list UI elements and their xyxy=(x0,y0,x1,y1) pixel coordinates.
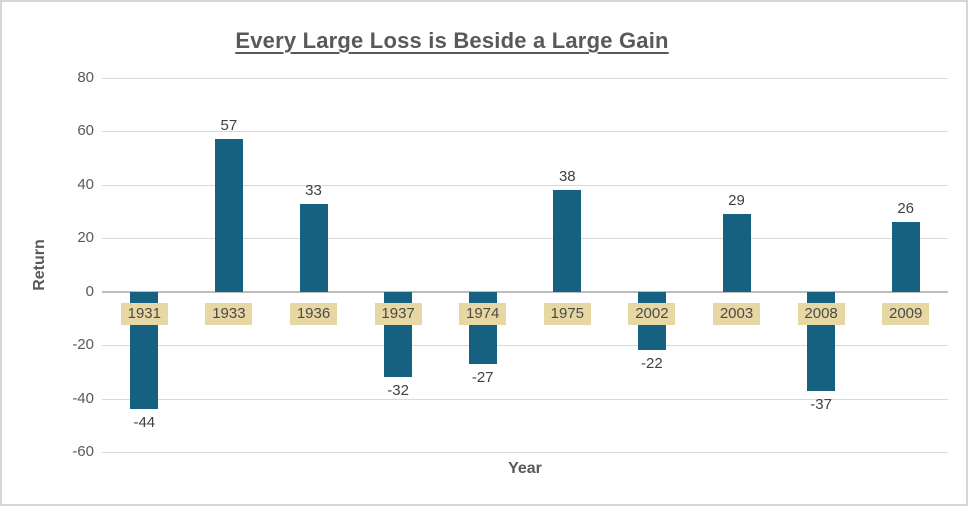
y-tick-label: -60 xyxy=(72,443,94,460)
value-label-1974: -27 xyxy=(471,368,494,386)
category-label-2009: 2009 xyxy=(882,302,930,325)
gridline xyxy=(102,131,948,133)
category-label-2002: 2002 xyxy=(628,302,676,325)
category-label-2008: 2008 xyxy=(797,302,845,325)
value-label-1933: 57 xyxy=(220,117,238,135)
y-tick-label: 0 xyxy=(85,282,94,300)
y-tick-label: 80 xyxy=(77,69,94,86)
value-label-2009: 26 xyxy=(897,200,915,218)
category-label-1975: 1975 xyxy=(543,302,591,325)
x-axis-title: Year xyxy=(508,460,542,477)
gridline xyxy=(102,238,948,240)
bar-1936 xyxy=(299,203,328,292)
value-label-2002: -22 xyxy=(641,355,663,373)
plot-area: -44 1931 57 1933 33 1936 -32 1937 -27 1974 38 1975 -… xyxy=(102,78,948,453)
value-label-1936: 33 xyxy=(305,181,322,199)
chart-title: Every Large Loss is Beside a Large Gain xyxy=(235,28,669,53)
y-axis-title: Return xyxy=(31,239,48,291)
gridline xyxy=(102,184,948,186)
category-label-1936: 1936 xyxy=(290,302,337,325)
y-axis-tick-labels: 80 60 40 20 0 -20 -40 -60 xyxy=(52,69,94,460)
y-tick-label: -40 xyxy=(72,389,94,407)
value-label-1975: 38 xyxy=(558,168,576,186)
bar-1975 xyxy=(553,190,582,292)
bar-2003 xyxy=(722,214,751,292)
gridline xyxy=(102,78,948,79)
gridline xyxy=(102,452,948,453)
gridline xyxy=(102,345,948,347)
category-label-1974: 1974 xyxy=(459,302,507,325)
bar-2009 xyxy=(891,222,920,292)
gridline xyxy=(102,398,948,400)
bar-1933 xyxy=(214,139,243,292)
category-label-2003: 2003 xyxy=(713,302,760,325)
y-tick-label: 40 xyxy=(77,175,94,193)
value-label-1937: -32 xyxy=(387,382,409,400)
value-label-2003: 29 xyxy=(728,192,745,210)
value-label-2008: -37 xyxy=(810,395,832,413)
value-label-1931: -44 xyxy=(133,414,156,432)
zero-axis-line xyxy=(102,290,948,293)
category-label-1937: 1937 xyxy=(374,302,422,325)
y-tick-label: 20 xyxy=(77,229,94,247)
category-label-1933: 1933 xyxy=(205,302,253,325)
category-label-1931: 1931 xyxy=(120,302,168,325)
y-tick-label: 60 xyxy=(77,122,94,140)
y-tick-label: -20 xyxy=(72,336,94,354)
